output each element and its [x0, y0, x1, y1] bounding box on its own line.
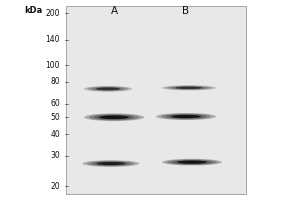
Ellipse shape	[172, 160, 212, 164]
Ellipse shape	[156, 113, 216, 120]
Ellipse shape	[171, 86, 207, 89]
Ellipse shape	[106, 163, 116, 164]
Ellipse shape	[99, 116, 129, 119]
Ellipse shape	[166, 114, 206, 119]
Ellipse shape	[171, 115, 201, 118]
Ellipse shape	[180, 87, 198, 89]
Text: 100: 100	[46, 61, 60, 70]
Ellipse shape	[109, 117, 119, 118]
Ellipse shape	[101, 162, 121, 165]
Text: 20: 20	[50, 182, 60, 191]
Text: B: B	[182, 6, 190, 16]
FancyBboxPatch shape	[66, 6, 246, 194]
Text: A: A	[110, 6, 118, 16]
Text: 200: 200	[46, 9, 60, 18]
Text: 30: 30	[50, 151, 60, 160]
Ellipse shape	[176, 87, 203, 89]
Ellipse shape	[167, 86, 212, 90]
Ellipse shape	[84, 113, 144, 121]
Ellipse shape	[171, 115, 201, 118]
Ellipse shape	[167, 159, 217, 165]
Ellipse shape	[96, 88, 120, 90]
Text: 80: 80	[50, 77, 60, 86]
Text: 40: 40	[50, 130, 60, 139]
Ellipse shape	[104, 88, 112, 89]
Ellipse shape	[176, 87, 203, 89]
Ellipse shape	[177, 161, 207, 164]
Ellipse shape	[92, 161, 130, 166]
Ellipse shape	[99, 115, 129, 119]
Ellipse shape	[187, 162, 197, 163]
Ellipse shape	[89, 114, 139, 120]
Ellipse shape	[177, 161, 207, 164]
Ellipse shape	[162, 159, 222, 165]
Ellipse shape	[184, 87, 194, 88]
Ellipse shape	[100, 88, 116, 90]
Ellipse shape	[162, 85, 216, 90]
Text: 60: 60	[50, 99, 60, 108]
Ellipse shape	[92, 87, 124, 91]
Ellipse shape	[104, 116, 124, 119]
Ellipse shape	[82, 160, 140, 167]
Ellipse shape	[84, 86, 132, 92]
Ellipse shape	[97, 162, 125, 165]
Ellipse shape	[182, 161, 202, 163]
Ellipse shape	[181, 116, 191, 117]
Ellipse shape	[87, 161, 135, 166]
Ellipse shape	[94, 115, 134, 120]
Ellipse shape	[88, 87, 128, 91]
Text: 140: 140	[46, 35, 60, 44]
Ellipse shape	[96, 87, 120, 90]
Text: kDa: kDa	[24, 6, 42, 15]
Ellipse shape	[161, 114, 211, 119]
Ellipse shape	[176, 115, 196, 118]
Text: 50: 50	[50, 113, 60, 122]
Ellipse shape	[97, 162, 125, 165]
